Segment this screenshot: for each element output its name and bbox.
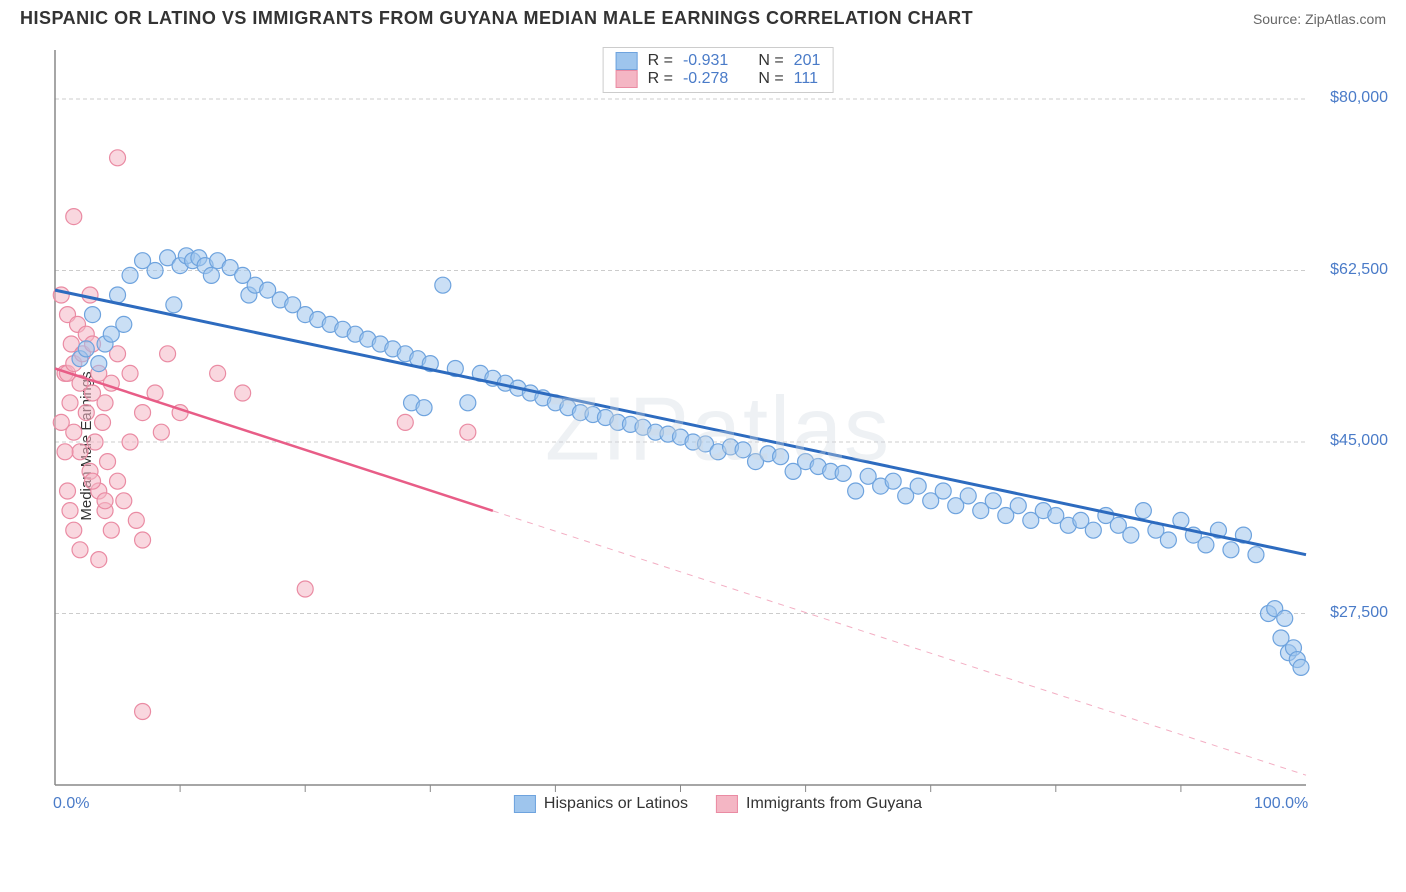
correlation-legend: R = -0.931 N = 201 R = -0.278 N = 111 bbox=[603, 47, 834, 93]
legend-label: Immigrants from Guyana bbox=[746, 795, 922, 813]
n-value-blue: 201 bbox=[794, 52, 821, 70]
y-tick-label: $45,000 bbox=[1308, 432, 1388, 450]
legend-label: Hispanics or Latinos bbox=[544, 795, 688, 813]
n-value-pink: 111 bbox=[794, 70, 818, 88]
y-tick-label: $27,500 bbox=[1308, 604, 1388, 622]
y-tick-label: $62,500 bbox=[1308, 261, 1388, 279]
n-label: N = bbox=[758, 70, 783, 88]
y-tick-label: $80,000 bbox=[1308, 89, 1388, 107]
r-label: R = bbox=[648, 70, 673, 88]
chart-area: ZIPatlas R = -0.931 N = 201 R = -0.278 N… bbox=[50, 45, 1386, 815]
swatch-pink bbox=[616, 70, 638, 88]
r-label: R = bbox=[648, 52, 673, 70]
chart-header: HISPANIC OR LATINO VS IMMIGRANTS FROM GU… bbox=[0, 0, 1406, 33]
legend-item: Immigrants from Guyana bbox=[716, 795, 922, 813]
chart-source: Source: ZipAtlas.com bbox=[1253, 11, 1386, 27]
x-tick-label-left: 0.0% bbox=[53, 795, 89, 813]
series-legend: Hispanics or Latinos Immigrants from Guya… bbox=[514, 795, 922, 813]
correlation-row-blue: R = -0.931 N = 201 bbox=[616, 52, 821, 70]
r-value-blue: -0.931 bbox=[683, 52, 728, 70]
legend-item: Hispanics or Latinos bbox=[514, 795, 688, 813]
x-tick-label-right: 100.0% bbox=[1254, 795, 1308, 813]
scatter-plot-svg bbox=[50, 45, 1386, 815]
correlation-row-pink: R = -0.278 N = 111 bbox=[616, 70, 821, 88]
n-label: N = bbox=[758, 52, 783, 70]
swatch-blue bbox=[616, 52, 638, 70]
swatch-icon bbox=[716, 795, 738, 813]
chart-title: HISPANIC OR LATINO VS IMMIGRANTS FROM GU… bbox=[20, 8, 973, 29]
swatch-icon bbox=[514, 795, 536, 813]
r-value-pink: -0.278 bbox=[683, 70, 728, 88]
